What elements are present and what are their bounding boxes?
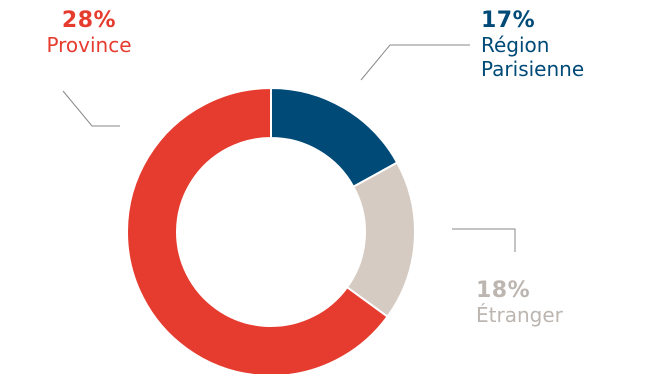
name-label-region-line1: Région	[481, 32, 550, 57]
leader-line-region	[360, 44, 470, 81]
slice-label-province: 28% Province	[34, 8, 144, 58]
slice-label-etranger: 18% Étranger	[476, 278, 563, 328]
name-label-etranger: Étranger	[476, 302, 563, 327]
percent-label-etranger: 18%	[476, 278, 531, 303]
leader-line-etranger	[452, 228, 516, 252]
name-label-region-line2: Parisienne	[481, 56, 585, 81]
percent-label-province: 28%	[61, 8, 117, 33]
leader-line-province	[62, 90, 120, 127]
slice-label-region: 17% Région Parisienne	[481, 8, 584, 81]
donut-slices	[126, 86, 416, 374]
percent-label-region: 17%	[481, 8, 536, 33]
slice-province	[126, 86, 389, 374]
leader-lines	[62, 44, 516, 252]
name-label-province: Province	[46, 32, 132, 57]
